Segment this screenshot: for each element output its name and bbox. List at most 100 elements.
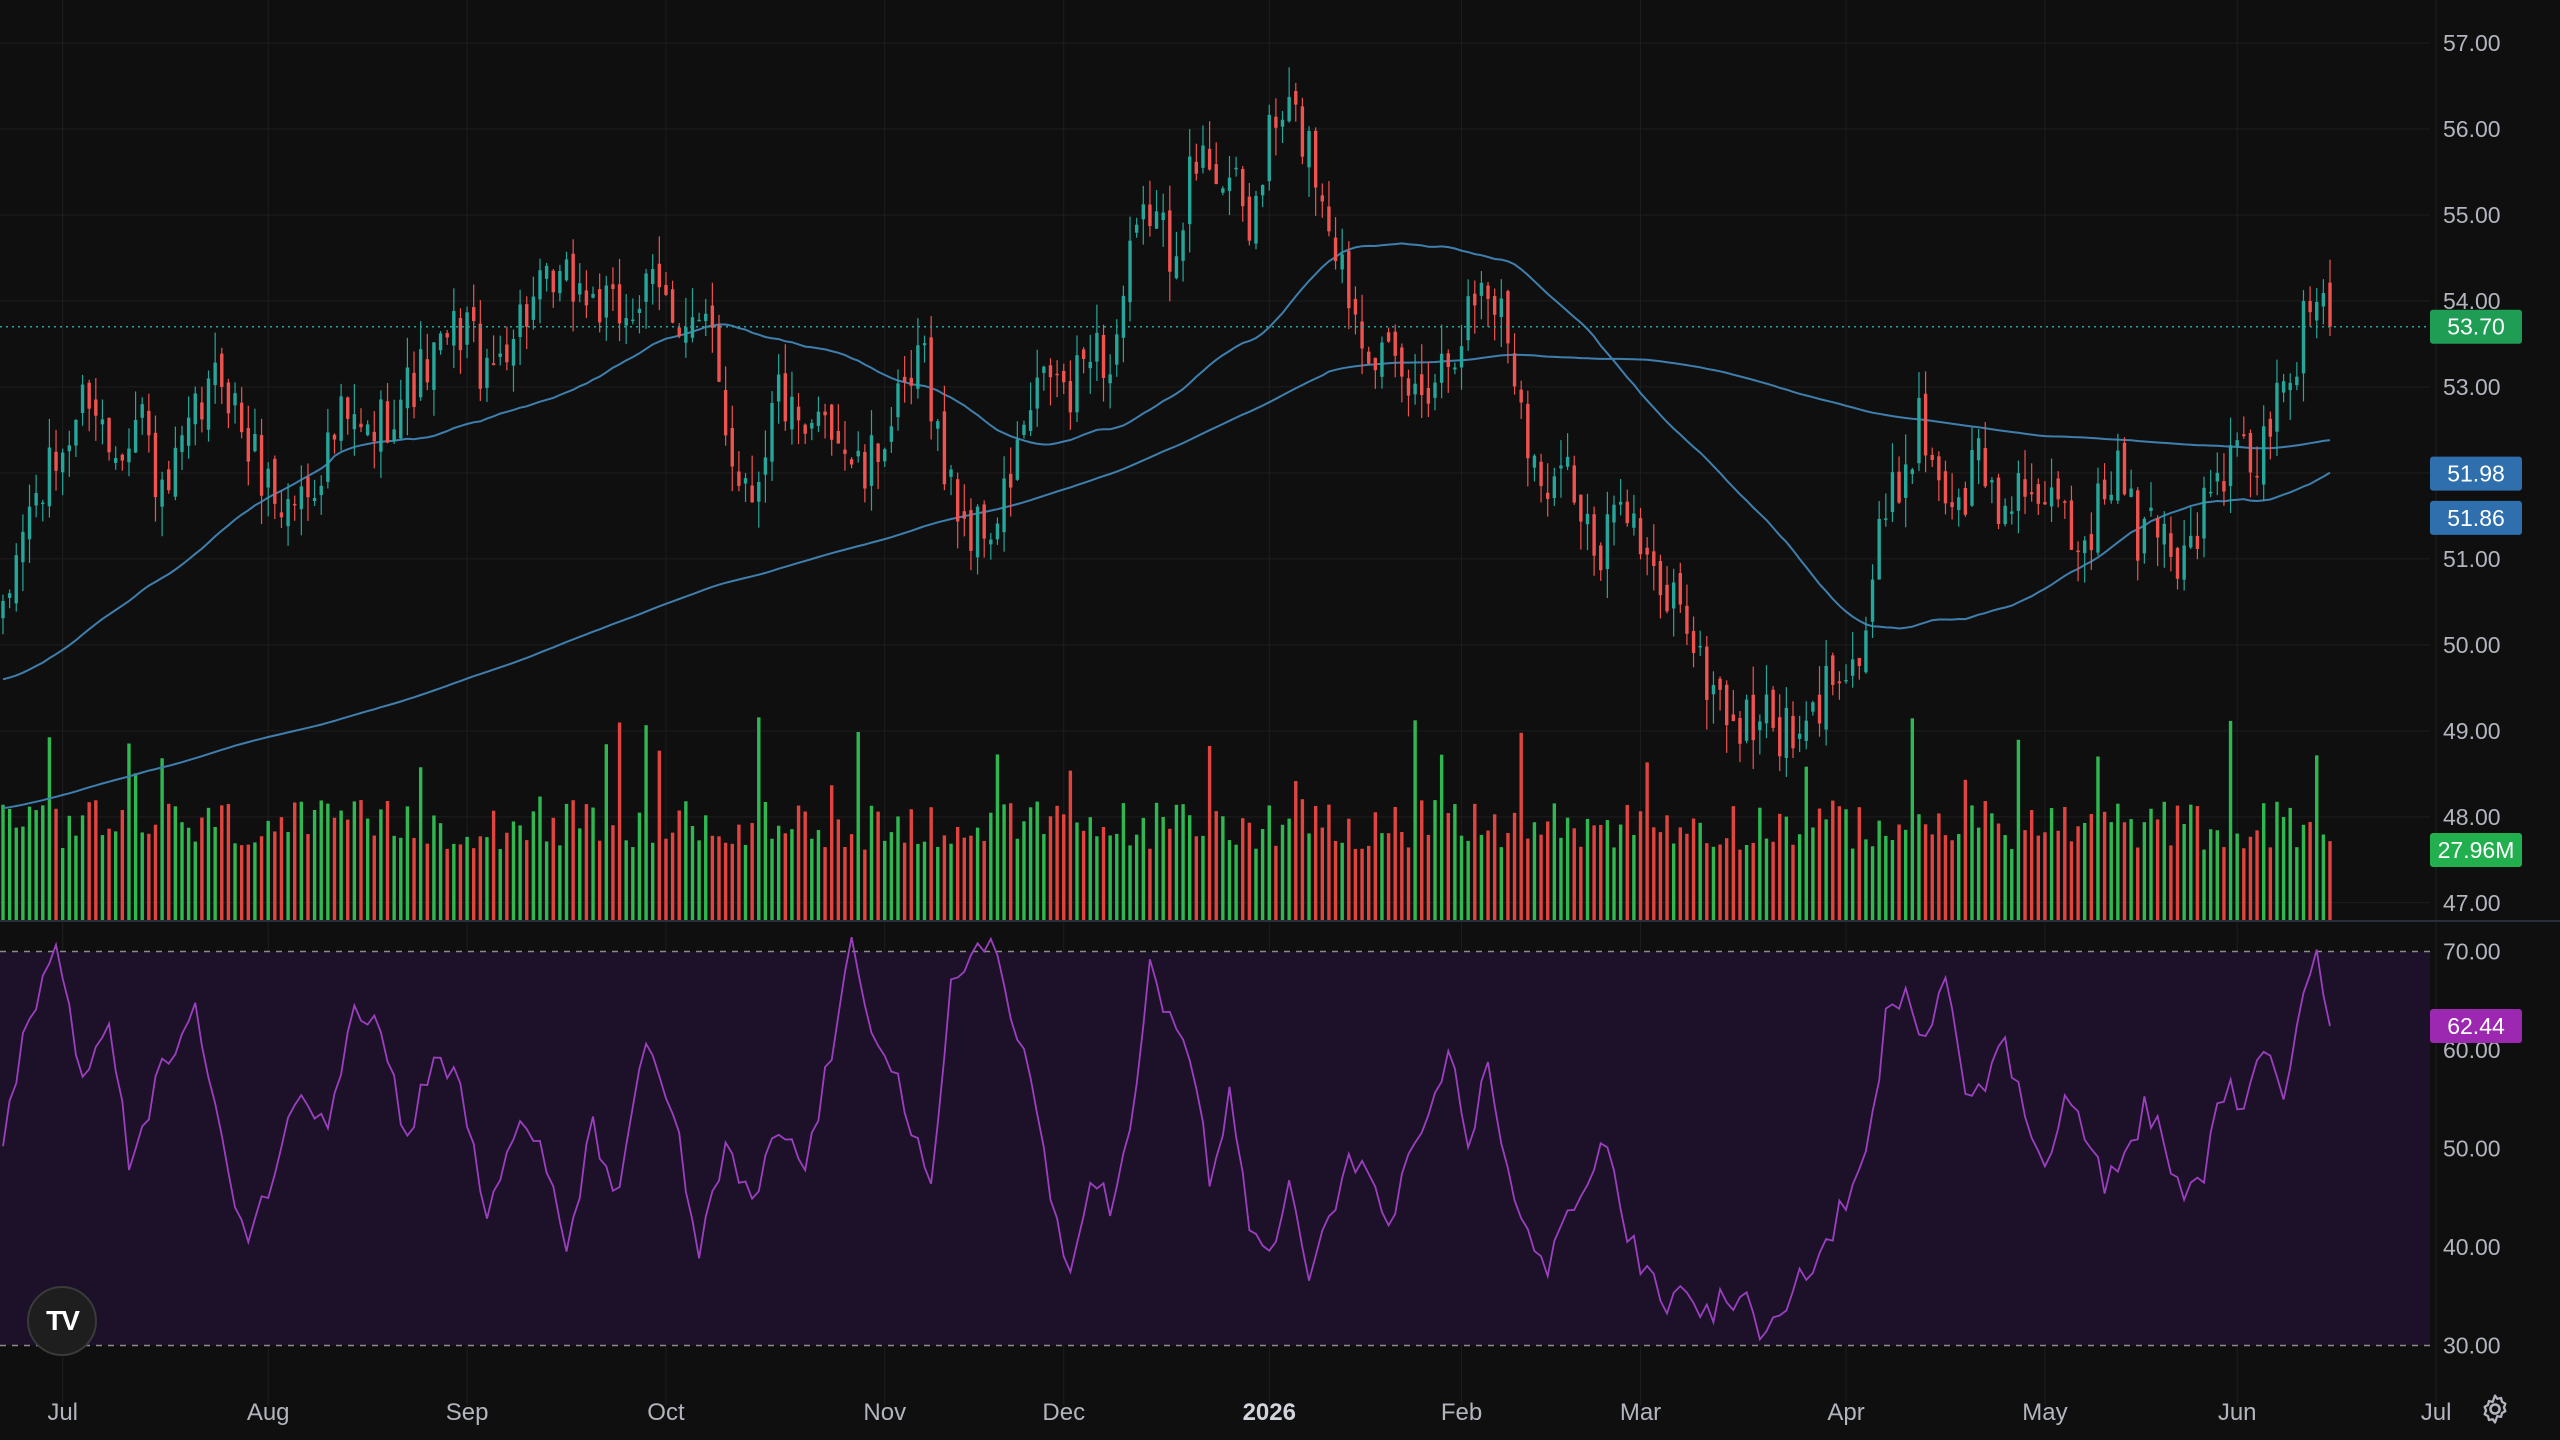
- candle-body: [1413, 383, 1417, 395]
- candle-body: [677, 327, 681, 337]
- volume-bar: [604, 744, 608, 920]
- volume-bar: [372, 835, 376, 920]
- candle-body: [2109, 494, 2113, 501]
- volume-bar: [1943, 835, 1948, 920]
- candle-body: [458, 317, 463, 351]
- volume-bar: [1055, 805, 1059, 920]
- volume-bar: [790, 829, 794, 920]
- time-axis[interactable]: Jul Aug Sep Oct Nov Dec 2026 Feb Mar Apr May Jun Jul: [47, 1399, 2451, 1426]
- volume-bar: [379, 809, 383, 920]
- volume-bar: [153, 824, 158, 920]
- volume-bar: [220, 805, 224, 920]
- candle-body: [1632, 513, 1636, 528]
- volume-bar: [697, 840, 701, 920]
- candle-body: [1360, 321, 1364, 349]
- volume-bar: [558, 845, 562, 920]
- candle-body: [226, 382, 231, 414]
- candle-body: [1088, 361, 1092, 369]
- volume-bar: [392, 835, 396, 920]
- candle-body: [2083, 540, 2087, 554]
- volume-bar: [1506, 833, 1510, 920]
- volume-bar: [1671, 843, 1676, 920]
- volume-bar: [1996, 823, 2001, 920]
- volume-bar: [2295, 847, 2299, 920]
- candle-body: [1857, 657, 1861, 666]
- tradingview-logo[interactable]: TV: [27, 1286, 97, 1356]
- volume-bar: [107, 828, 111, 920]
- volume-bar: [2149, 808, 2153, 920]
- volume-bar: [644, 725, 648, 920]
- candle-body: [21, 531, 25, 563]
- candle-body: [757, 481, 761, 502]
- candle-body: [14, 555, 18, 604]
- volume-bar: [485, 837, 489, 920]
- candle-body: [332, 434, 337, 440]
- volume-bar: [1685, 833, 1689, 920]
- candle-body: [816, 411, 821, 426]
- time-tick-label: Dec: [1042, 1399, 1085, 1426]
- candle-body: [1764, 694, 1769, 724]
- volume-bar: [1976, 827, 1981, 920]
- candle-body: [405, 367, 410, 409]
- volume-bar: [41, 805, 45, 920]
- volume-bar: [186, 827, 191, 920]
- volume-bar: [253, 842, 257, 920]
- volume-bar: [823, 847, 827, 920]
- candle-body: [909, 377, 913, 386]
- candle-body: [1725, 684, 1729, 726]
- volume-bar: [2003, 835, 2007, 920]
- volume-bar: [929, 807, 933, 920]
- volume-bar: [1347, 818, 1351, 920]
- candle-body: [2096, 483, 2100, 553]
- candle-body: [54, 451, 58, 471]
- volume-bar: [2222, 847, 2226, 920]
- candle-body: [352, 414, 357, 430]
- volume-bar: [1121, 803, 1126, 920]
- candle-body: [611, 284, 615, 289]
- volume-bar: [1652, 827, 1656, 920]
- candle-body: [1652, 551, 1656, 566]
- volume-bar: [2208, 829, 2213, 920]
- volume-bar: [1738, 849, 1742, 920]
- gear-icon[interactable]: [2478, 1392, 2512, 1426]
- candle-body: [955, 479, 960, 522]
- candle-body: [710, 305, 715, 328]
- volume-bar: [472, 848, 476, 920]
- volume-bar: [399, 837, 403, 920]
- rsi-layer: [0, 936, 2430, 1347]
- candle-body: [2029, 492, 2034, 495]
- candle-body: [2036, 484, 2040, 504]
- candle-body: [452, 311, 456, 346]
- volume-bar: [1181, 804, 1185, 920]
- volume-bar: [2301, 824, 2306, 920]
- volume-badge-bg: [2430, 833, 2522, 867]
- volume-bar: [2162, 801, 2166, 920]
- candle-body: [1625, 501, 1629, 524]
- candle-body: [167, 469, 171, 491]
- volume-bar: [1260, 829, 1265, 920]
- volume-bar: [1546, 821, 1550, 920]
- candle-body: [1194, 161, 1199, 174]
- candle-body: [2268, 418, 2273, 437]
- candle-body: [1890, 472, 1895, 513]
- volume-bar: [1957, 834, 1961, 920]
- volume-bar: [1400, 831, 1404, 920]
- price-tick-label: 53.00: [2443, 374, 2501, 400]
- volume-bar: [1778, 813, 1782, 920]
- candle-body: [1181, 230, 1185, 261]
- volume-bar: [750, 823, 754, 920]
- candle-body: [1910, 469, 1915, 475]
- candle-body: [2149, 507, 2153, 511]
- candle-body: [206, 378, 211, 430]
- price-tick-label: 48.00: [2443, 804, 2501, 830]
- candle-body: [1618, 501, 1623, 505]
- candle-body: [525, 304, 529, 327]
- volume-bar: [1811, 827, 1815, 920]
- candle-body: [1466, 296, 1470, 341]
- candle-body: [1287, 96, 1291, 122]
- volume-bar: [637, 812, 642, 920]
- candle-body: [472, 307, 476, 322]
- candle-body: [1817, 694, 1822, 724]
- candle-body: [896, 383, 900, 418]
